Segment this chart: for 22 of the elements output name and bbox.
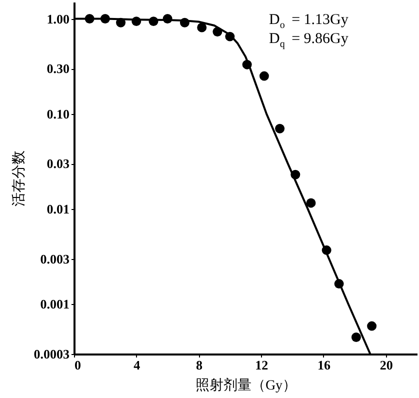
point: [306, 198, 316, 208]
point: [275, 124, 285, 134]
y-tick-label: 0.003: [40, 251, 70, 266]
point: [367, 321, 377, 331]
x-tick-label: 0: [74, 358, 81, 372]
y-tick-label: 0.001: [40, 296, 70, 312]
x-tick-label: 8: [196, 358, 203, 372]
point: [351, 332, 361, 342]
x-axis-title: 照射剂量（Gy）: [195, 378, 297, 394]
x-tick-label: 20: [380, 358, 393, 372]
x-tick-label: 4: [134, 358, 141, 372]
x-tick-label: 12: [255, 358, 268, 372]
y-tick-label: 0.01: [46, 202, 70, 217]
y-tick-label: 0.0003: [34, 346, 70, 362]
point: [259, 71, 269, 81]
point: [197, 22, 207, 32]
y-axis-title: 活存分数: [10, 150, 27, 206]
y-tick-label: 1.00: [46, 11, 70, 26]
y-tick-label: 0.30: [46, 61, 70, 76]
y-tick-label: 0.03: [46, 156, 70, 172]
x-tick-label: 16: [317, 358, 331, 372]
y-tick-label: 0.10: [46, 106, 70, 122]
